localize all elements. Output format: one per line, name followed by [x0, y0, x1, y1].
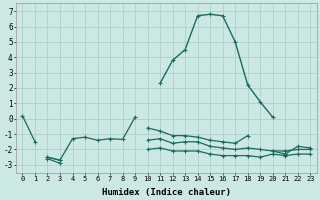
X-axis label: Humidex (Indice chaleur): Humidex (Indice chaleur): [102, 188, 231, 197]
